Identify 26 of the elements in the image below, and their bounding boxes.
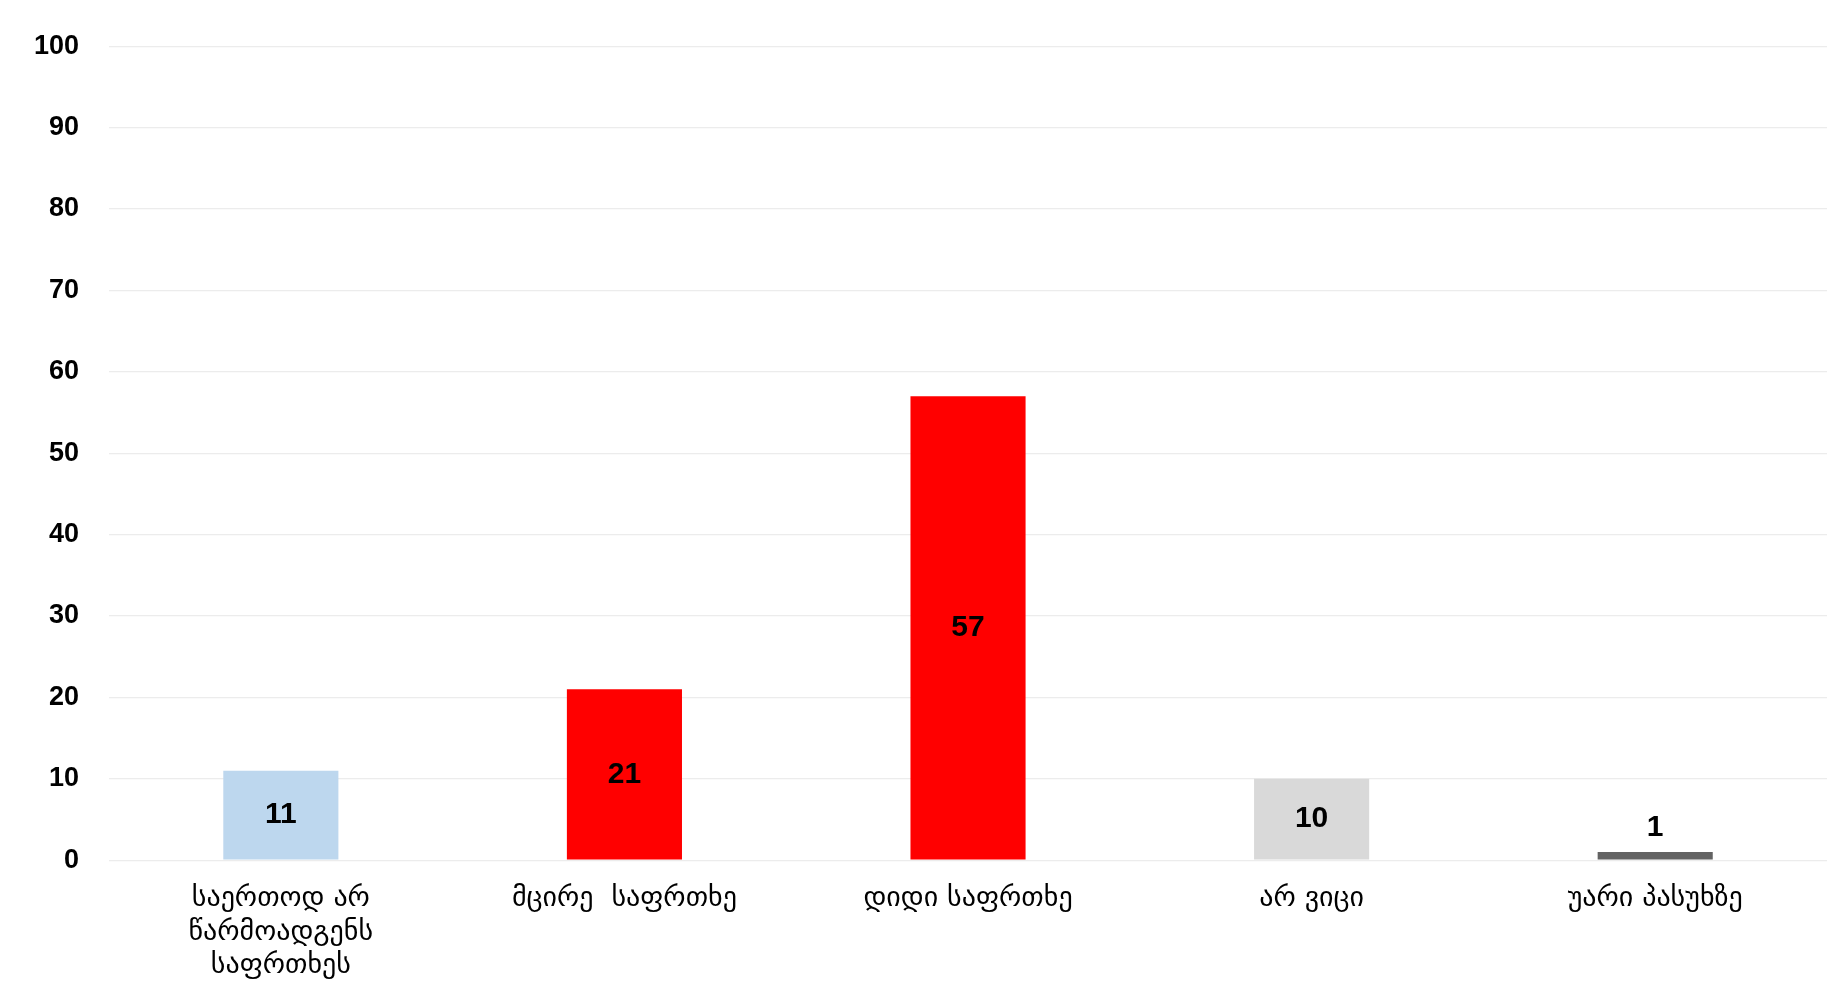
y-tick-label: 20 (49, 680, 80, 711)
bar (1254, 778, 1370, 860)
x-tick-label: საერთოდ არ წარმოადგენს საფრთხეს (188, 880, 374, 981)
y-tick-label: 70 (49, 273, 80, 304)
bar (910, 396, 1026, 860)
y-tick-label: 0 (64, 843, 80, 874)
y-tick-label: 100 (33, 29, 80, 60)
x-tick-label: უარი პასუხზე (1567, 880, 1743, 914)
y-tick-label: 50 (49, 436, 80, 467)
y-tick-label: 40 (49, 518, 80, 549)
y-tick-label: 60 (49, 355, 80, 386)
x-tick-label: არ ვიცი (1259, 880, 1364, 914)
y-tick-label: 90 (49, 111, 80, 142)
data-label: 1 (1646, 809, 1664, 843)
bar (1597, 852, 1713, 860)
x-tick-label: მცირე საფრთხე (511, 880, 737, 914)
x-tick-label: დიდი საფრთხე (863, 880, 1073, 914)
bar (566, 689, 682, 860)
y-tick-label: 30 (49, 599, 80, 630)
data-label: 10 (1294, 800, 1329, 834)
data-label: 21 (607, 755, 642, 789)
data-label: 57 (951, 609, 985, 643)
y-tick-label: 80 (49, 192, 80, 223)
data-label: 11 (264, 796, 297, 830)
y-tick-label: 10 (49, 762, 80, 793)
bar (223, 770, 339, 860)
